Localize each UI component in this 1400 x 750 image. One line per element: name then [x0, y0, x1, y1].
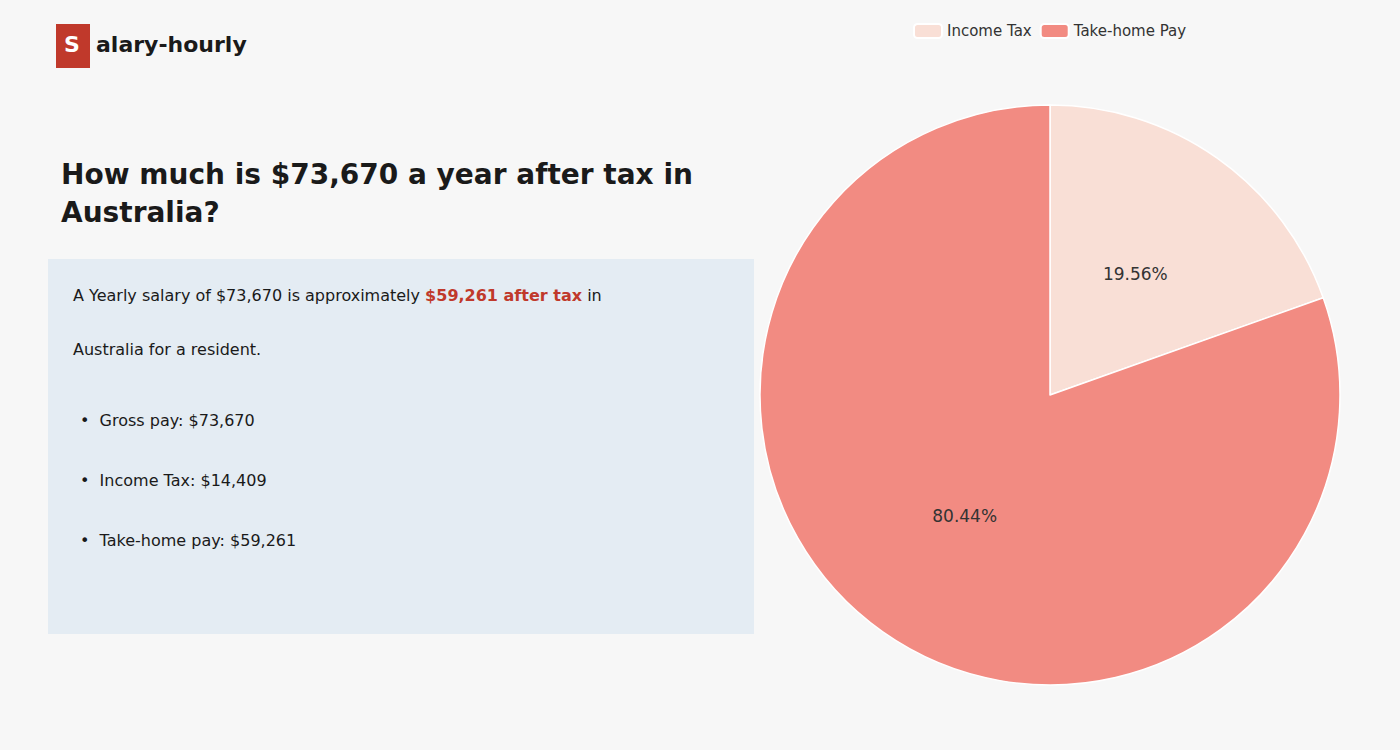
svg-text:$59,261 after tax: $59,261 after tax: [425, 286, 583, 305]
svg-text:How much is $73,670 a year aft: How much is $73,670 a year after tax in: [61, 158, 693, 191]
svg-text:Australia?: Australia?: [61, 196, 220, 229]
svg-text:• Take-home pay: $59,261: • Take-home pay: $59,261: [80, 531, 296, 550]
svg-text:Take-home Pay: Take-home Pay: [1073, 22, 1187, 40]
svg-text:• Income Tax: $14,409: • Income Tax: $14,409: [80, 471, 267, 490]
svg-text:• Gross pay: $73,670: • Gross pay: $73,670: [80, 411, 255, 430]
svg-text:Australia for a resident.: Australia for a resident.: [73, 340, 261, 359]
svg-text:in: in: [582, 286, 602, 305]
svg-text:Income Tax: Income Tax: [947, 22, 1032, 40]
svg-text:A Yearly salary of $73,670 is: A Yearly salary of $73,670 is approximat…: [73, 286, 425, 305]
svg-text:S: S: [64, 32, 80, 57]
svg-text:19.56%: 19.56%: [1103, 264, 1168, 284]
svg-text:80.44%: 80.44%: [932, 506, 997, 526]
svg-text:alary-hourly: alary-hourly: [96, 32, 247, 57]
